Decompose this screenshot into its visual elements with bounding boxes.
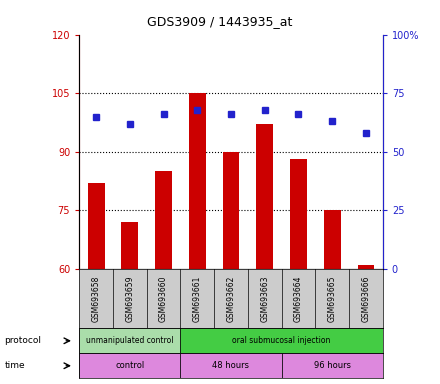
Text: control: control — [115, 361, 144, 370]
Text: GSM693666: GSM693666 — [361, 275, 370, 322]
Text: GSM693663: GSM693663 — [260, 275, 269, 322]
Text: oral submucosal injection: oral submucosal injection — [232, 336, 331, 345]
Text: GSM693664: GSM693664 — [294, 275, 303, 322]
Bar — [358, 265, 374, 269]
Text: time: time — [4, 361, 25, 370]
Text: protocol: protocol — [4, 336, 41, 345]
Text: 48 hours: 48 hours — [213, 361, 249, 370]
Bar — [155, 171, 172, 269]
Bar — [324, 210, 341, 269]
Bar — [180, 328, 383, 353]
Bar — [223, 152, 239, 269]
Bar — [290, 159, 307, 269]
Bar — [79, 353, 180, 378]
Bar — [189, 93, 206, 269]
Text: GDS3909 / 1443935_at: GDS3909 / 1443935_at — [147, 15, 293, 28]
Bar — [121, 222, 138, 269]
Text: GSM693661: GSM693661 — [193, 275, 202, 322]
Bar — [257, 124, 273, 269]
Text: GSM693659: GSM693659 — [125, 275, 134, 322]
Text: unmanipulated control: unmanipulated control — [86, 336, 173, 345]
Text: GSM693660: GSM693660 — [159, 275, 168, 322]
Bar — [180, 353, 282, 378]
Bar — [79, 328, 180, 353]
Text: 96 hours: 96 hours — [314, 361, 351, 370]
Bar — [88, 183, 105, 269]
Text: GSM693665: GSM693665 — [328, 275, 337, 322]
Bar — [282, 353, 383, 378]
Text: GSM693658: GSM693658 — [92, 275, 101, 322]
Text: GSM693662: GSM693662 — [227, 275, 235, 322]
